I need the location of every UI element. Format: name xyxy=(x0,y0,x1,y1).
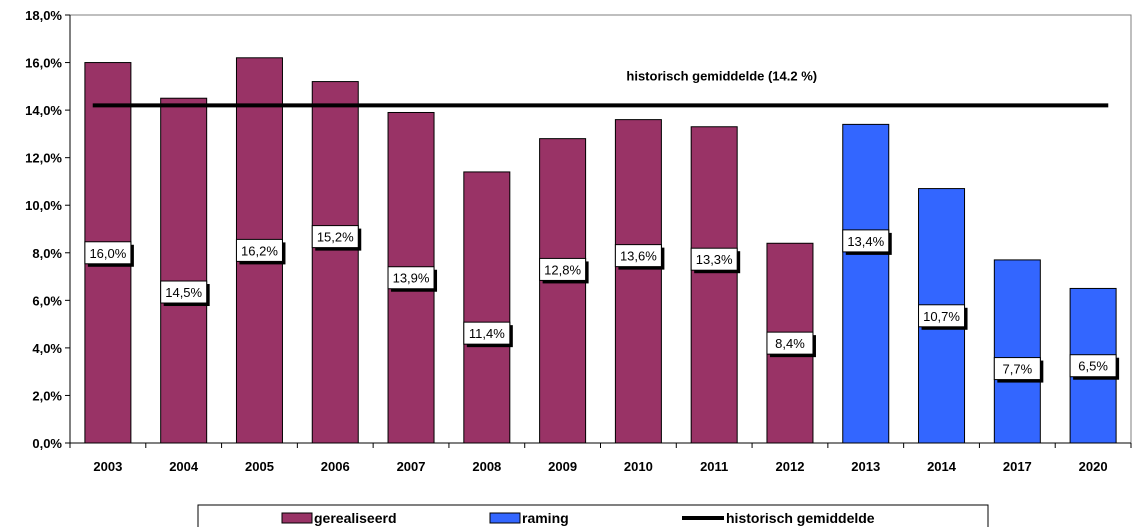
data-label-2014: 10,7% xyxy=(918,304,968,330)
x-tick-label: 2012 xyxy=(776,459,805,474)
legend-label: raming xyxy=(522,510,569,526)
data-label-box xyxy=(235,238,283,262)
x-tick-label: 2014 xyxy=(927,459,957,474)
y-tick-label: 0,0% xyxy=(32,436,62,451)
y-tick-label: 8,0% xyxy=(32,246,62,261)
data-label-2007: 13,9% xyxy=(387,266,438,292)
data-label-box xyxy=(766,331,814,355)
bar-raming-2017 xyxy=(993,259,1041,444)
bar-gerealiseerd-2009 xyxy=(539,138,587,444)
legend-item-historisch-gemiddelde: historisch gemiddelde xyxy=(682,510,875,526)
y-tick-label: 10,0% xyxy=(25,198,62,213)
data-label-text: 13,6% xyxy=(620,249,657,264)
y-tick-label: 4,0% xyxy=(32,341,62,356)
bar-gerealiseerd-2011 xyxy=(690,126,738,444)
x-tick-label: 2006 xyxy=(321,459,350,474)
data-label-box xyxy=(918,304,966,328)
y-tick-label: 18,0% xyxy=(25,8,62,23)
data-label-text: 14,5% xyxy=(165,285,202,300)
legend-box xyxy=(197,504,989,527)
data-label-text: 11,4% xyxy=(469,326,505,341)
plot-area-frame xyxy=(69,14,1132,444)
legend-item-gerealiseerd: gerealiseerd xyxy=(281,510,397,526)
bar-gerealiseerd-2010 xyxy=(614,119,662,444)
data-label-text: 16,0% xyxy=(89,246,126,261)
data-labels: 16,0% 14,5% 16,2% 15,2% 13,9% 11,4% 12,8% 13,6%… xyxy=(84,225,1120,383)
data-label-box xyxy=(993,357,1041,381)
data-label-box xyxy=(463,321,511,345)
x-tick-label: 2017 xyxy=(1003,459,1032,474)
legend-item-raming: raming xyxy=(489,510,569,526)
data-label-2010: 13,6% xyxy=(614,244,665,270)
data-label-text: 16,2% xyxy=(241,243,278,258)
data-label-text: 13,3% xyxy=(696,252,733,267)
y-tick-label: 14,0% xyxy=(25,103,62,118)
x-axis: 2003 2004 2005 2006 2007 2008 2009 2010 2011 2012… xyxy=(69,442,1132,474)
data-label-2005: 16,2% xyxy=(235,238,286,265)
x-tick-label: 2005 xyxy=(245,459,274,474)
data-label-box xyxy=(690,247,738,271)
data-label-2013: 13,4% xyxy=(842,229,892,255)
data-label-text: 13,9% xyxy=(393,271,430,286)
data-label-text: 12,8% xyxy=(544,262,581,277)
data-label-2003: 16,0% xyxy=(84,241,134,267)
y-tick-label: 16,0% xyxy=(25,56,62,71)
x-tick-label: 2008 xyxy=(472,459,501,474)
data-label-2009: 12,8% xyxy=(539,257,589,284)
bar-gerealiseerd-2008 xyxy=(463,171,511,444)
data-label-2004: 14,5% xyxy=(160,280,210,307)
x-tick-label: 2003 xyxy=(93,459,122,474)
data-label-box xyxy=(387,266,435,290)
data-label-box xyxy=(1069,354,1117,378)
data-label-2008: 11,4% xyxy=(463,321,513,348)
legend-swatch xyxy=(489,512,521,524)
data-label-text: 8,4% xyxy=(775,336,805,351)
y-tick-label: 2,0% xyxy=(32,388,62,403)
data-label-box xyxy=(614,244,662,268)
legend-swatch xyxy=(281,512,313,524)
data-label-text: 7,7% xyxy=(1003,362,1033,377)
bar-gerealiseerd-2006 xyxy=(311,81,359,444)
legend-label: gerealiseerd xyxy=(314,510,397,526)
bar-raming-2013 xyxy=(842,123,890,444)
data-label-box xyxy=(539,257,587,281)
x-tick-label: 2011 xyxy=(700,459,728,474)
x-tick-label: 2020 xyxy=(1079,459,1108,474)
data-label-box xyxy=(84,241,132,265)
x-tick-label: 2007 xyxy=(397,459,426,474)
bar-gerealiseerd-2004 xyxy=(160,97,208,444)
data-label-2017: 7,7% xyxy=(993,357,1044,383)
legend-label: historisch gemiddelde xyxy=(726,510,875,526)
x-tick-label: 2013 xyxy=(851,459,880,474)
legend: gerealiseerd raming historisch gemiddelde xyxy=(197,504,989,527)
reference-line-group: historisch gemiddelde (14.2 %) xyxy=(92,68,1109,108)
data-label-2020: 6,5% xyxy=(1069,354,1120,380)
y-tick-label: 6,0% xyxy=(32,293,62,308)
data-label-text: 13,4% xyxy=(847,234,884,249)
data-label-box xyxy=(842,229,890,253)
data-label-2011: 13,3% xyxy=(690,247,741,274)
y-tick-label: 12,0% xyxy=(25,151,62,166)
data-label-box xyxy=(160,280,208,304)
data-label-box xyxy=(311,225,359,249)
x-tick-label: 2010 xyxy=(624,459,653,474)
data-label-text: 10,7% xyxy=(923,309,960,324)
data-label-2006: 15,2% xyxy=(311,225,362,251)
data-label-2012: 8,4% xyxy=(766,331,816,358)
data-label-text: 6,5% xyxy=(1078,359,1108,374)
x-tick-label: 2004 xyxy=(169,459,199,474)
x-tick-label: 2009 xyxy=(548,459,577,474)
data-label-text: 15,2% xyxy=(317,230,354,245)
reference-line-annotation: historisch gemiddelde (14.2 %) xyxy=(626,68,817,83)
